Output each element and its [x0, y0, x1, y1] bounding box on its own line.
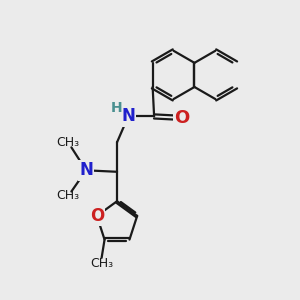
Text: CH₃: CH₃ — [56, 189, 80, 203]
Text: N: N — [79, 161, 93, 179]
Text: O: O — [175, 109, 190, 127]
Text: N: N — [121, 107, 135, 125]
Text: H: H — [111, 101, 123, 115]
Text: O: O — [90, 207, 104, 225]
Text: CH₃: CH₃ — [56, 136, 80, 149]
Text: CH₃: CH₃ — [90, 256, 113, 270]
